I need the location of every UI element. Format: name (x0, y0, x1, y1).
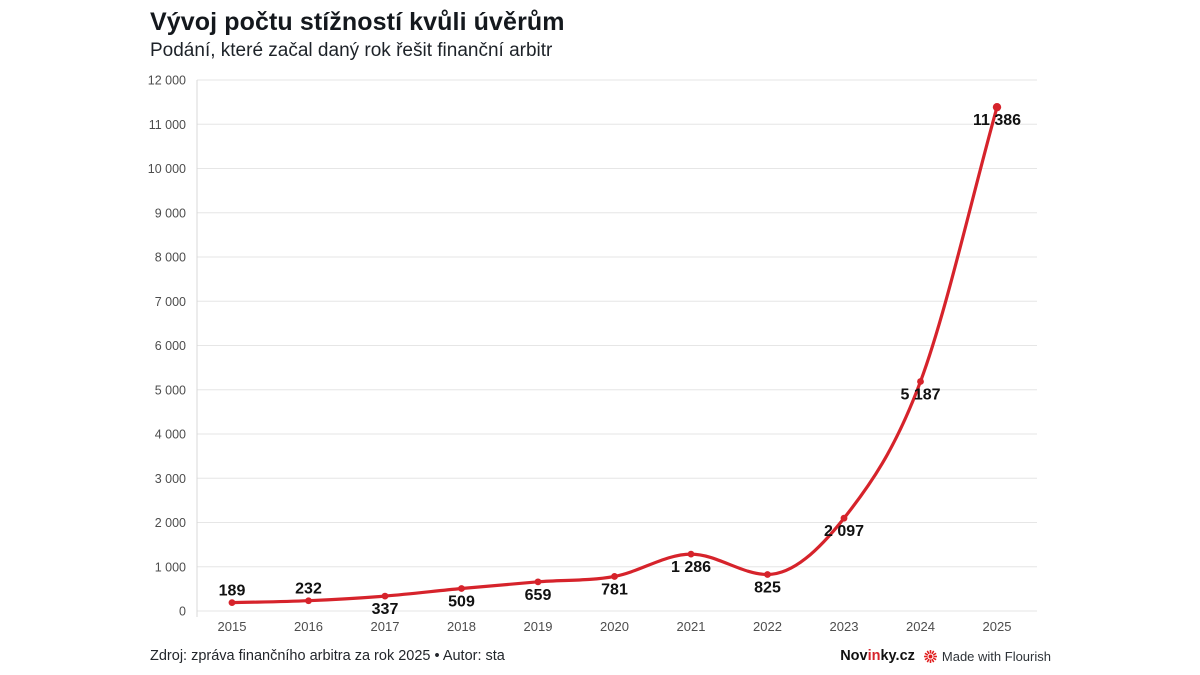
x-axis-label: 2016 (294, 619, 323, 634)
line-series (230, 105, 999, 605)
data-point (458, 585, 465, 592)
flourish-burst-ray (931, 650, 935, 654)
novinky-logo-part3: ky.cz (880, 648, 915, 664)
flourish-burst-ray (926, 650, 930, 654)
y-axis-tick-label: 8 000 (155, 251, 186, 265)
flourish-burst-icon (923, 649, 937, 663)
data-point (917, 378, 924, 385)
flourish-burst-ray (926, 658, 930, 662)
y-axis-tick-label: 3 000 (155, 472, 186, 486)
flourish-attribution-label: Made with Flourish (941, 648, 1051, 664)
data-label: 11 386 (973, 112, 1021, 129)
data-point (534, 578, 542, 586)
x-axis-label: 2021 (677, 619, 706, 634)
footer-branding: Novinky.cz Made with Flourish (840, 648, 1051, 664)
data-point (764, 571, 771, 578)
flourish-attribution-link[interactable]: Made with Flourish (923, 649, 1051, 664)
y-axis-tick-label: 7 000 (155, 295, 186, 309)
data-point (992, 102, 1002, 112)
y-axis-tick-label: 2 000 (155, 516, 186, 530)
data-point (381, 592, 389, 600)
x-axis-label: 2024 (906, 619, 935, 634)
y-axis-tick-label: 10 000 (148, 162, 186, 176)
novinky-logo-part1: Nov (840, 648, 868, 664)
y-axis-tick-label: 1 000 (155, 560, 186, 574)
flourish-burst-ray (932, 652, 937, 656)
data-label: 5 187 (900, 386, 940, 403)
data-point (228, 599, 236, 607)
y-axis-tick-label: 11 000 (149, 118, 186, 132)
data-point (687, 550, 695, 558)
x-axis-label: 2017 (371, 619, 400, 634)
data-label: 825 (754, 579, 781, 596)
flourish-burst-ray (931, 658, 935, 662)
y-axis-tick-label: 9 000 (155, 206, 186, 220)
novinky-logo-accent: in (867, 648, 881, 664)
flourish-burst-ray (932, 656, 937, 660)
y-axis-tick-label: 5 000 (155, 383, 186, 397)
source-note: Zdroj: zpráva finančního arbitra za rok … (150, 648, 505, 664)
data-label: 1 286 (671, 559, 711, 576)
x-axis-label: 2015 (218, 619, 247, 634)
data-label: 659 (525, 587, 552, 604)
x-axis-label: 2023 (830, 619, 859, 634)
data-point (840, 514, 848, 522)
flourish-burst-ray (924, 652, 929, 656)
novinky-logo[interactable]: Novinky.cz (840, 648, 915, 664)
x-axis-label: 2020 (600, 619, 629, 634)
y-axis-tick-label: 0 (179, 605, 186, 619)
chart-title: Vývoj počtu stížností kvůli úvěrům (150, 8, 565, 36)
y-axis-tick-label: 12 000 (148, 74, 186, 88)
data-label: 781 (601, 581, 628, 598)
chart-footer: Zdroj: zpráva finančního arbitra za rok … (150, 645, 1051, 667)
data-label: 337 (372, 601, 399, 618)
y-axis-tick-label: 4 000 (155, 428, 186, 442)
data-label: 2 097 (824, 523, 864, 540)
data-point (611, 573, 618, 580)
data-label: 509 (448, 593, 475, 610)
flourish-burst-ray (924, 656, 929, 660)
x-axis-label: 2018 (447, 619, 476, 634)
x-axis-label: 2019 (524, 619, 553, 634)
data-point (305, 597, 312, 605)
data-label: 189 (219, 583, 246, 600)
y-axis-tick-label: 6 000 (155, 339, 186, 353)
x-axis-label: 2025 (983, 619, 1012, 634)
chart-subtitle: Podání, které začal daný rok řešit finan… (150, 40, 553, 61)
data-label: 232 (295, 581, 322, 598)
x-axis-label: 2022 (753, 619, 782, 634)
